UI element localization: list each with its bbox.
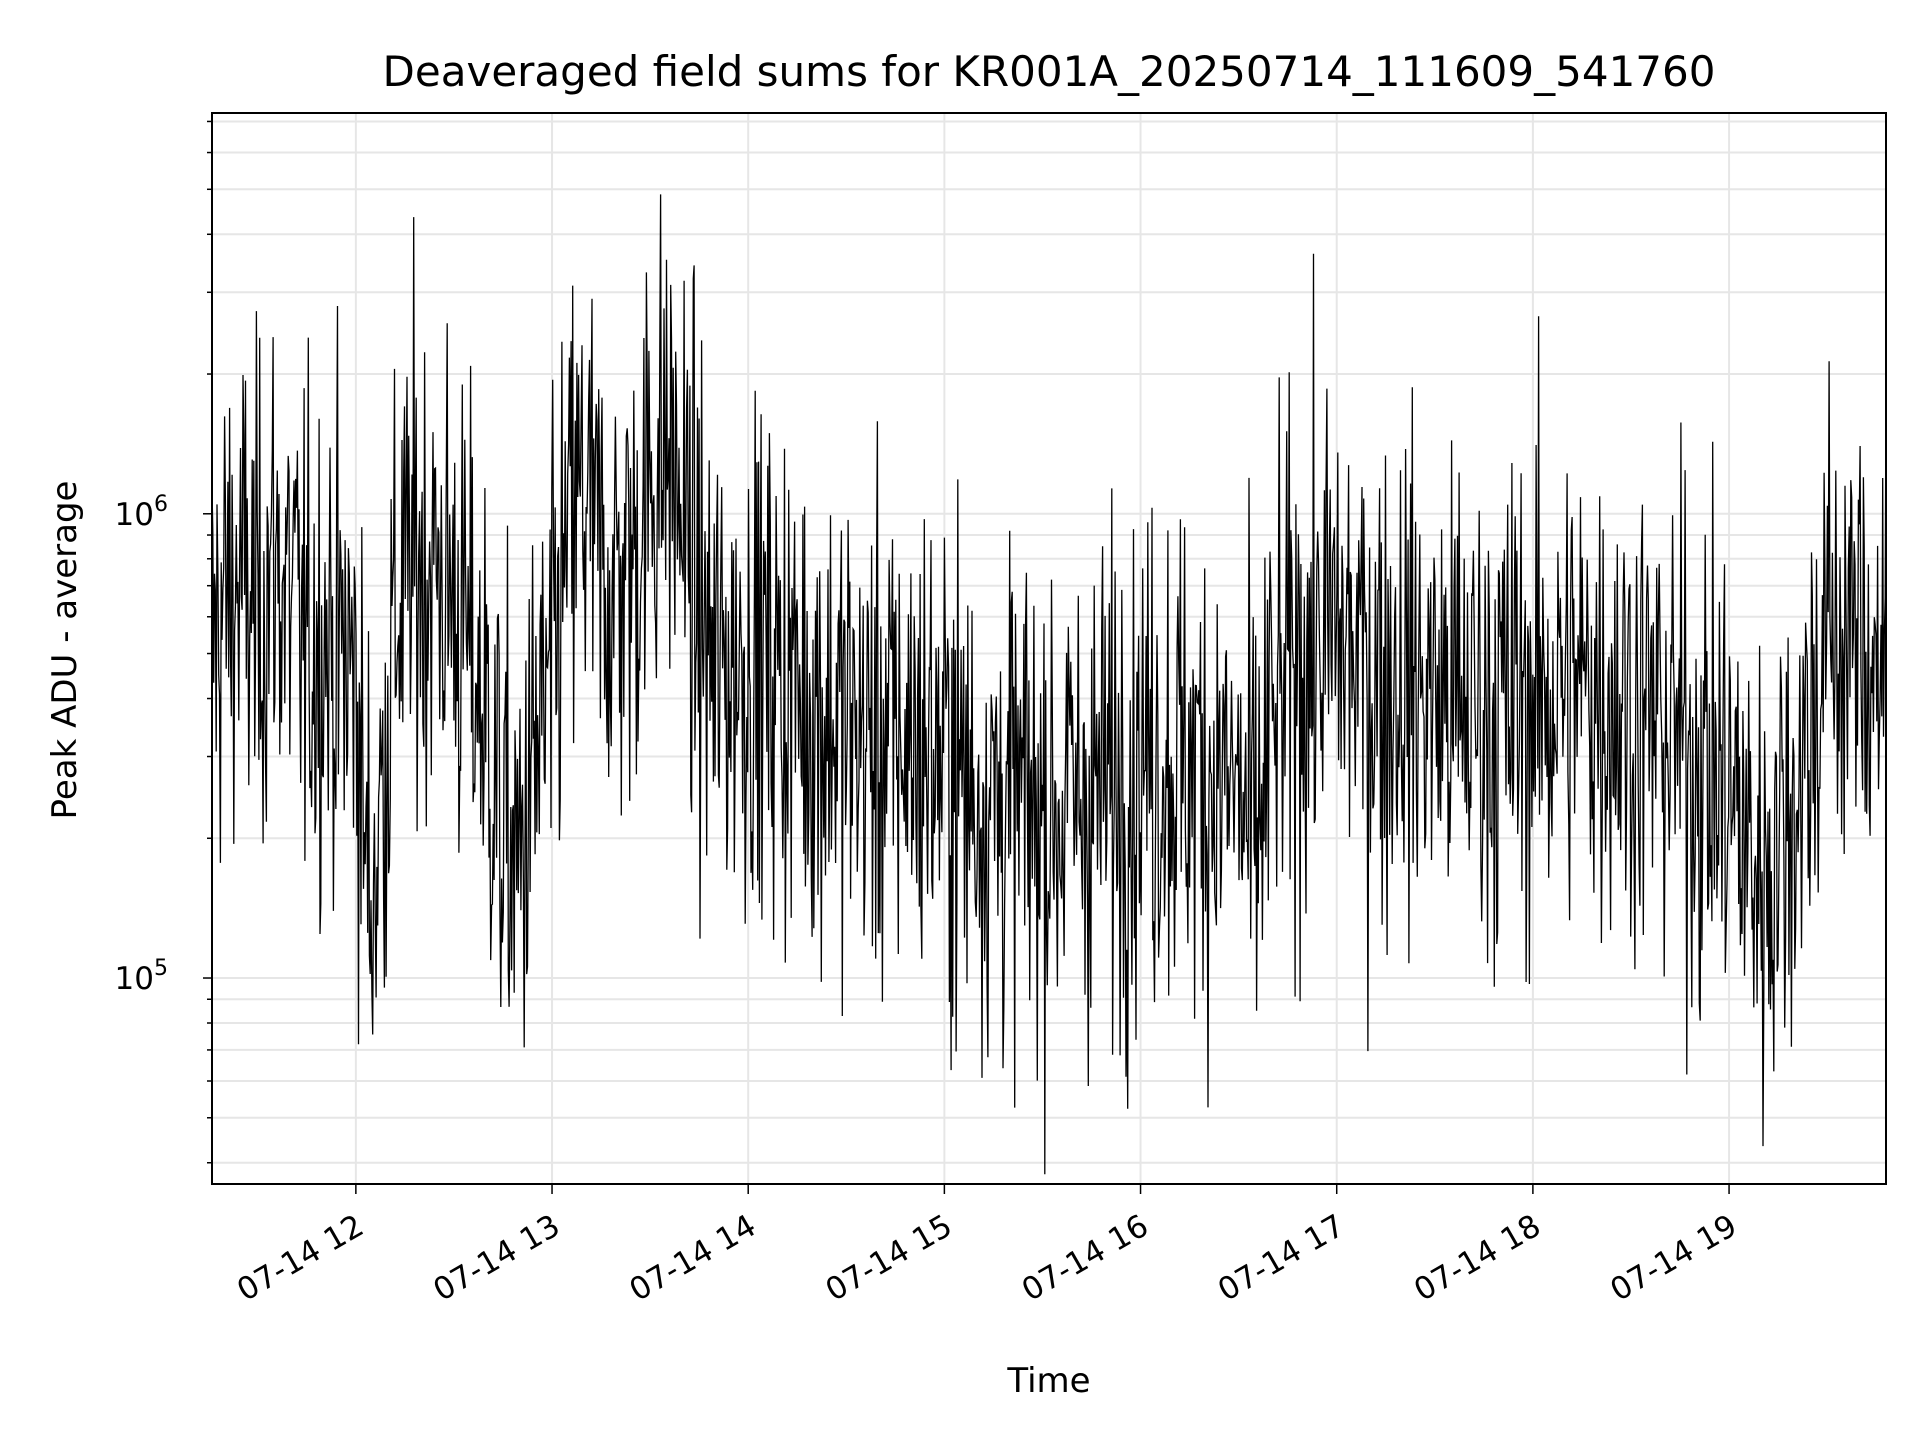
y-axis-title: Peak ADU - average	[45, 481, 85, 820]
plot-frame	[211, 112, 1887, 1185]
y-tick-label: 105	[115, 956, 168, 997]
x-axis-title: Time	[1006, 1361, 1090, 1401]
chart-title: Deaveraged field sums for KR001A_2025071…	[383, 47, 1716, 96]
grid-layer	[212, 113, 1886, 1184]
data-layer	[211, 194, 1887, 1175]
y-tick-label: 106	[115, 492, 168, 533]
data-series-line	[211, 194, 1887, 1175]
